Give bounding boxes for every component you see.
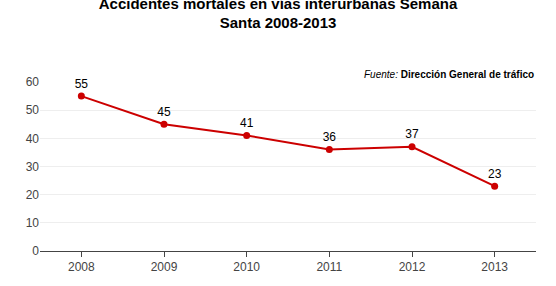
svg-text:23: 23 — [488, 167, 502, 181]
svg-text:41: 41 — [240, 116, 254, 130]
svg-text:30: 30 — [26, 160, 40, 174]
svg-text:Accidentes mortales en vías in: Accidentes mortales en vías interurbanas… — [99, 0, 458, 31]
svg-text:0: 0 — [32, 244, 39, 258]
svg-text:40: 40 — [26, 132, 40, 146]
svg-text:45: 45 — [157, 105, 171, 119]
svg-text:2010: 2010 — [233, 260, 260, 274]
svg-text:2012: 2012 — [399, 260, 426, 274]
svg-text:2009: 2009 — [151, 260, 178, 274]
svg-text:2008: 2008 — [68, 260, 95, 274]
svg-text:2011: 2011 — [316, 260, 342, 274]
svg-text:36: 36 — [323, 130, 337, 144]
svg-text:10: 10 — [26, 216, 40, 230]
svg-text:37: 37 — [405, 127, 419, 141]
svg-text:2013: 2013 — [481, 260, 508, 274]
svg-text:50: 50 — [26, 103, 40, 117]
svg-text:60: 60 — [26, 75, 40, 89]
svg-text:Fuente: Dirección General de t: Fuente: Dirección General de tráfico — [364, 69, 534, 80]
svg-text:20: 20 — [26, 188, 40, 202]
svg-text:55: 55 — [75, 77, 89, 91]
